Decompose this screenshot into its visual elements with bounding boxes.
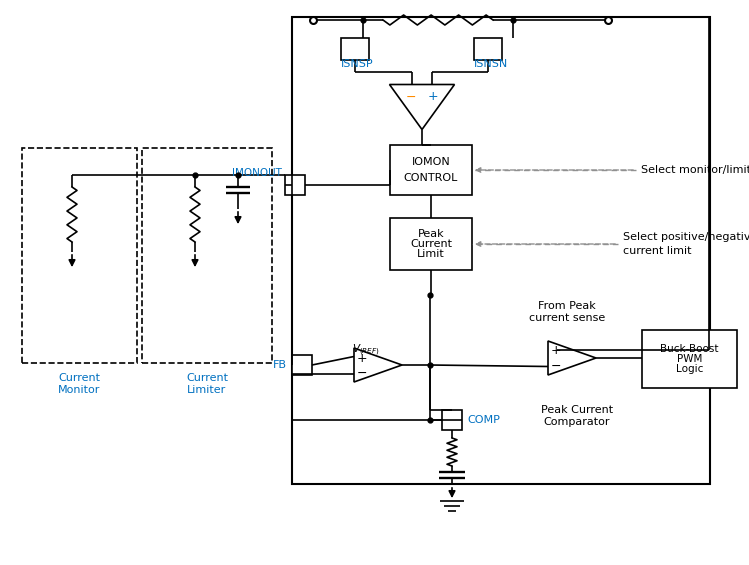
Text: Current: Current: [58, 373, 100, 383]
Text: −: −: [406, 90, 416, 103]
Bar: [292, 355, 312, 375]
Bar: [390, 218, 472, 270]
Text: Buck-Boost: Buck-Boost: [661, 344, 719, 354]
Text: COMP: COMP: [467, 415, 500, 425]
Text: current limit: current limit: [623, 246, 691, 256]
Text: ISNSP: ISNSP: [341, 59, 374, 69]
Bar: [341, 38, 369, 60]
Text: +: +: [428, 90, 438, 103]
Text: Select positive/negative: Select positive/negative: [623, 232, 749, 242]
Bar: [390, 145, 472, 195]
Text: −: −: [551, 359, 561, 372]
Text: Monitor: Monitor: [58, 385, 100, 395]
Bar: [142, 148, 272, 363]
Text: Limit: Limit: [417, 249, 445, 259]
Text: PWM: PWM: [677, 354, 703, 364]
Bar: [442, 410, 462, 430]
Text: −: −: [357, 367, 367, 380]
Bar: [22, 148, 137, 363]
Text: Logic: Logic: [676, 364, 703, 374]
Text: Current: Current: [410, 239, 452, 249]
Bar: [642, 330, 737, 388]
Text: Current: Current: [186, 373, 228, 383]
Bar: [285, 175, 305, 195]
Text: IMONOUT: IMONOUT: [232, 168, 282, 178]
Text: IOMON: IOMON: [412, 157, 450, 167]
Text: Select monitor/limiter: Select monitor/limiter: [641, 165, 749, 175]
Text: +: +: [357, 351, 367, 364]
Text: Peak: Peak: [418, 229, 444, 239]
Text: $V_{(REF)}$: $V_{(REF)}$: [352, 343, 380, 358]
Text: Limiter: Limiter: [187, 385, 227, 395]
Text: Peak Current: Peak Current: [541, 405, 613, 415]
Text: +: +: [551, 345, 561, 358]
Text: ISNSN: ISNSN: [474, 59, 509, 69]
Text: FB: FB: [273, 360, 287, 370]
Bar: [474, 38, 502, 60]
Text: From Peak: From Peak: [538, 301, 596, 311]
Text: CONTROL: CONTROL: [404, 173, 458, 183]
Bar: [292, 17, 710, 484]
Text: Comparator: Comparator: [544, 417, 610, 427]
Text: current sense: current sense: [529, 313, 605, 323]
